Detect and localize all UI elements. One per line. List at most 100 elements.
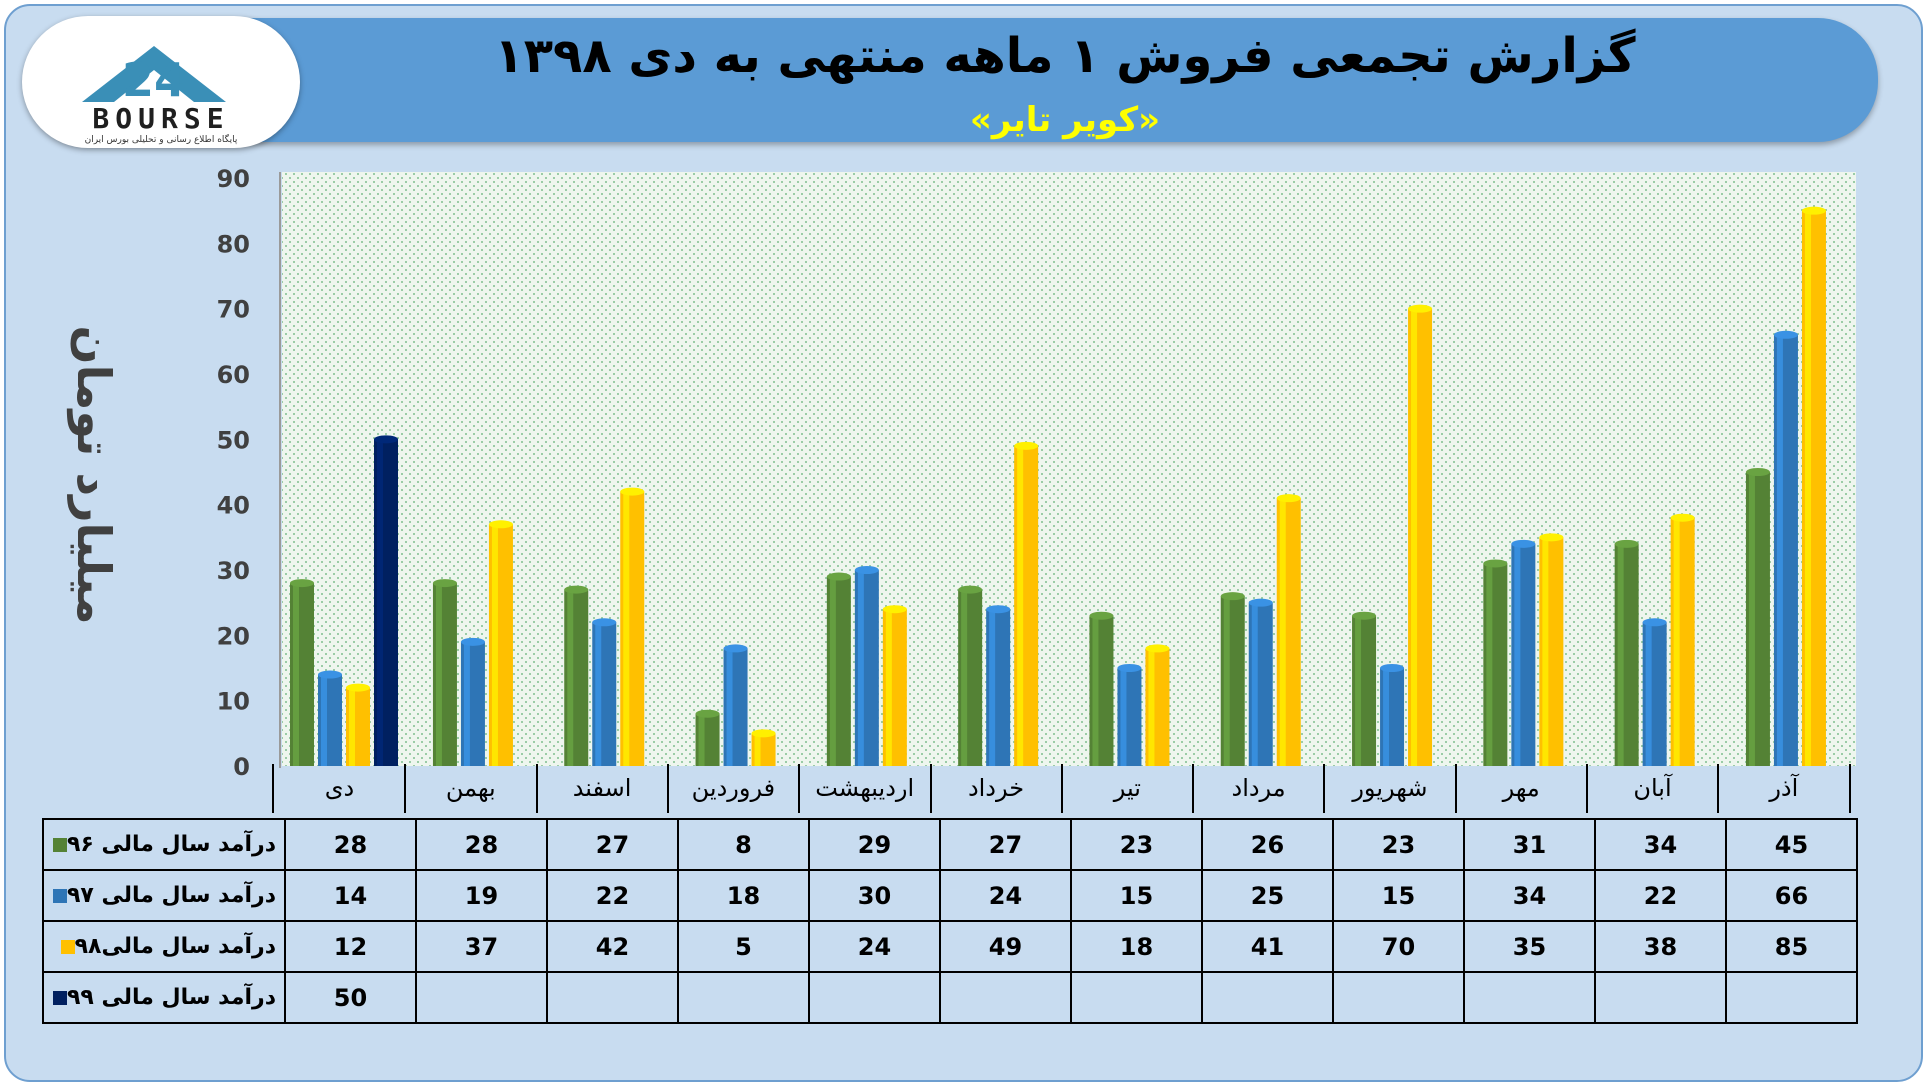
category-label: دی [324, 774, 355, 802]
bar-highlight [321, 676, 327, 766]
bar-highlight [623, 493, 630, 766]
plot-area [282, 172, 1856, 766]
bar-highlight [989, 611, 996, 766]
bar-highlight [1017, 447, 1024, 766]
bar-highlight [1514, 545, 1521, 766]
bar-cap [1248, 598, 1273, 607]
category-separator [1586, 764, 1588, 813]
bar-cap [1773, 330, 1798, 339]
legend-label: درآمد سال مالی ۹۷ [66, 883, 276, 908]
category-separator [1848, 764, 1851, 813]
y-tick-label: 90 [217, 165, 250, 193]
bar-highlight [698, 715, 705, 766]
table-cell [1070, 971, 1203, 1024]
table-cell: 5 [677, 920, 810, 973]
category-separator [272, 764, 274, 813]
bar-cap [620, 487, 645, 496]
bar-highlight [1542, 539, 1549, 766]
table-cell: 15 [1332, 869, 1465, 922]
table-cell: 66 [1725, 869, 1858, 922]
y-tick-label: 0 [233, 753, 250, 781]
legend-entry: درآمد سال مالی ۹۶ [42, 818, 286, 871]
y-tick-label: 20 [217, 622, 250, 650]
table-cell: 38 [1594, 920, 1727, 973]
category-separator [404, 764, 407, 813]
bar-highlight [1617, 545, 1624, 766]
legend-swatch [52, 838, 67, 852]
bar-series [290, 206, 1826, 766]
category-label: تیر [1113, 774, 1141, 802]
table-row: درآمد سال مالی ۹۹ 50 [42, 971, 1858, 1024]
bar-cap [1276, 494, 1301, 503]
category-label: مرداد [1231, 774, 1286, 802]
table-cell: 34 [1463, 869, 1596, 922]
bar-cap [1380, 664, 1405, 672]
logo-mark-text: 24 [122, 53, 186, 107]
bar-highlight [885, 611, 892, 766]
logo-wordmark: BOURSE [92, 102, 229, 135]
bar-highlight [1645, 624, 1652, 766]
bar-highlight [463, 643, 470, 766]
y-tick-label: 80 [217, 230, 250, 258]
table-cell [1725, 971, 1858, 1024]
table-cell: 15 [1070, 869, 1203, 922]
bar-cap [1511, 539, 1536, 548]
table-cell [415, 971, 548, 1024]
legend-swatch [52, 991, 67, 1005]
bar-cap [488, 520, 513, 529]
bar-cap [1670, 513, 1695, 522]
bar-highlight [1673, 519, 1680, 766]
legend-swatch [52, 889, 67, 903]
bar-highlight [349, 689, 355, 766]
bar-cap [826, 572, 851, 581]
legend-entry: درآمد سال مالی ۹۹ [42, 971, 286, 1024]
bar-highlight [491, 526, 498, 766]
table-cell: 30 [808, 869, 941, 922]
table-cell: 23 [1070, 818, 1203, 871]
y-tick-label: 50 [217, 426, 250, 454]
bar-cap [1352, 611, 1377, 620]
y-tick-label: 70 [217, 296, 250, 324]
y-tick-label: 60 [217, 361, 250, 389]
bar-highlight [1776, 336, 1783, 766]
table-cell: 34 [1594, 818, 1727, 871]
table-cell: 12 [284, 920, 417, 973]
bar-cap [723, 644, 748, 653]
category-separator [1192, 764, 1195, 813]
table-cell: 29 [808, 818, 941, 871]
category-label: شهریور [1352, 774, 1428, 802]
category-separator [1717, 764, 1720, 813]
table-cell [546, 971, 679, 1024]
bar-highlight [595, 624, 602, 766]
legend-entry: درآمد سال مالی۹۸ [42, 920, 286, 973]
bar-highlight [1486, 565, 1493, 766]
y-axis-ticks: 0 10 20 30 40 50 60 70 80 90 [217, 165, 250, 781]
category-separator [798, 764, 801, 813]
category-label: اردیبهشت [815, 774, 915, 802]
bar-highlight [1092, 617, 1099, 766]
category-separator [535, 764, 538, 813]
table-cell [1463, 971, 1596, 1024]
legend-swatch [60, 940, 75, 954]
category-label: خرداد [967, 774, 1025, 802]
bar-cap [374, 435, 398, 444]
bar-cap [1483, 559, 1508, 568]
table-cell: 50 [284, 971, 417, 1024]
category-label: فروردین [691, 774, 776, 802]
legend-label: درآمد سال مالی ۹۶ [66, 832, 276, 857]
table-cell: 41 [1201, 920, 1334, 973]
y-tick-label: 30 [217, 557, 250, 585]
table-cell: 45 [1725, 818, 1858, 871]
chart-title: گزارش تجمعی فروش ۱ ماهه منتهی به دی ۱۳۹۸ [494, 28, 1636, 84]
y-tick-label: 10 [217, 688, 250, 716]
category-separator [929, 764, 932, 813]
table-cell: 28 [415, 818, 548, 871]
table-cell: 31 [1463, 818, 1596, 871]
table-cell: 24 [939, 869, 1072, 922]
table-cell: 22 [546, 869, 679, 922]
table-cell [808, 971, 941, 1024]
table-cell: 19 [415, 869, 548, 922]
table-cell: 42 [546, 920, 679, 973]
bar-cap [695, 709, 720, 718]
